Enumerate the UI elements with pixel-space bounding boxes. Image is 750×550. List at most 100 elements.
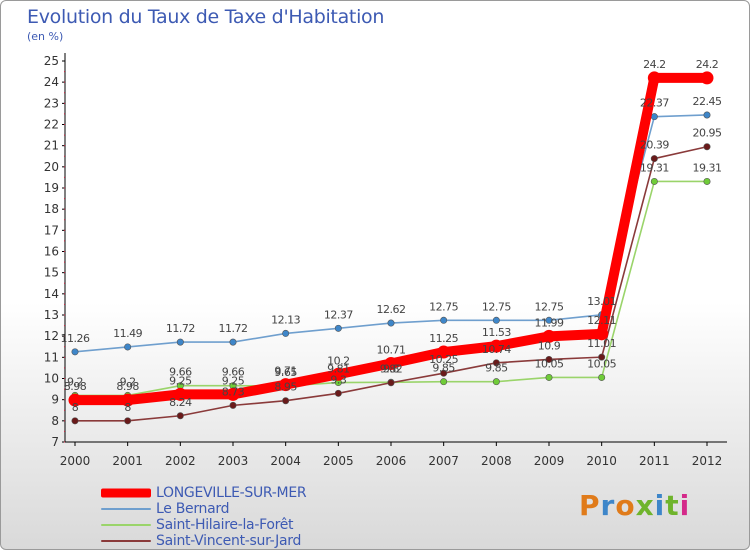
data-label: 9.3	[330, 373, 346, 386]
x-tick-label: 2012	[692, 454, 723, 468]
data-point	[700, 71, 714, 85]
data-point	[279, 378, 293, 392]
chart-title: Evolution du Taux de Taxe d'Habitation	[27, 6, 385, 28]
data-label: 9.82	[380, 362, 403, 375]
data-label: 12.11	[587, 314, 616, 327]
data-point	[437, 345, 451, 359]
data-point	[176, 338, 184, 346]
y-tick-label: 9	[51, 393, 59, 407]
data-point	[492, 359, 500, 367]
data-label: 11.25	[429, 332, 458, 345]
data-point	[226, 387, 240, 401]
data-label: 20.95	[693, 127, 722, 140]
data-label: 20.39	[640, 139, 669, 152]
data-point	[650, 177, 658, 185]
data-label: 8.98	[116, 380, 139, 393]
legend-swatch	[101, 540, 151, 542]
data-label: 11.01	[587, 337, 616, 350]
data-point	[650, 113, 658, 121]
data-label: 9.71	[274, 365, 297, 378]
data-label: 10.71	[377, 343, 406, 356]
y-tick-label: 16	[44, 245, 59, 259]
data-point	[68, 393, 82, 407]
data-point	[703, 111, 711, 119]
data-point	[440, 316, 448, 324]
y-tick-label: 15	[44, 266, 59, 280]
data-point	[647, 71, 661, 85]
data-point	[282, 397, 290, 405]
data-point	[492, 378, 500, 386]
data-label: 9.65	[274, 366, 297, 379]
data-point	[331, 367, 345, 381]
x-tick-label: 2000	[60, 454, 91, 468]
data-point	[387, 379, 395, 387]
data-label: 22.37	[640, 97, 669, 110]
y-tick-label: 22	[44, 118, 59, 132]
data-label: 12.75	[429, 300, 458, 313]
data-label: 12.62	[377, 303, 406, 316]
y-tick-label: 7	[51, 435, 59, 449]
data-label: 8	[72, 401, 79, 414]
data-label: 11.26	[61, 332, 90, 345]
data-point	[384, 356, 398, 370]
data-point	[229, 338, 237, 346]
data-label: 9.66	[169, 366, 192, 379]
data-label: 24.2	[643, 58, 666, 71]
data-label: 8.95	[274, 381, 297, 394]
y-tick-label: 10	[44, 372, 59, 386]
data-label: 9.25	[169, 374, 192, 387]
data-point	[173, 387, 187, 401]
legend-swatch	[101, 524, 151, 526]
data-label: 9.8	[383, 363, 399, 376]
y-tick-label: 11	[44, 350, 59, 364]
data-label: 11.72	[166, 322, 195, 335]
data-label: 9.2	[67, 375, 83, 388]
y-tick-label: 13	[44, 308, 59, 322]
data-label: 10.05	[587, 357, 616, 370]
y-tick-label: 12	[44, 329, 59, 343]
y-tick-label: 24	[44, 75, 59, 89]
data-point	[703, 177, 711, 185]
data-label: 9.85	[432, 362, 455, 375]
data-point	[71, 417, 79, 425]
data-point	[334, 389, 342, 397]
data-label: 11.72	[219, 322, 248, 335]
data-label: 10.9	[538, 339, 561, 352]
legend-swatch	[101, 508, 151, 510]
y-tick-label: 14	[44, 287, 59, 301]
data-point	[598, 373, 606, 381]
data-label: 9.85	[485, 362, 508, 375]
data-label: 11.53	[482, 326, 511, 339]
legend-swatch	[101, 488, 151, 498]
data-point	[545, 355, 553, 363]
data-label: 13.01	[587, 295, 616, 308]
x-tick-label: 2006	[376, 454, 407, 468]
data-label: 10.05	[535, 357, 564, 370]
data-label: 11.49	[113, 327, 142, 340]
y-tick-label: 8	[51, 414, 59, 428]
y-tick-label: 19	[44, 181, 59, 195]
data-label: 12.37	[324, 308, 353, 321]
data-point	[387, 319, 395, 327]
data-point	[440, 369, 448, 377]
data-point	[334, 324, 342, 332]
y-tick-label: 25	[44, 54, 59, 68]
data-label: 22.45	[693, 95, 722, 108]
x-tick-label: 2009	[534, 454, 565, 468]
x-tick-label: 2007	[428, 454, 459, 468]
chart-subtitle: (en %)	[27, 30, 64, 43]
data-label: 10.74	[482, 343, 511, 356]
data-label: 9.66	[222, 366, 245, 379]
data-label: 9.2	[120, 375, 136, 388]
data-label: 11.99	[535, 316, 564, 329]
data-point	[71, 348, 79, 356]
data-point	[703, 143, 711, 151]
data-label: 10.25	[429, 353, 458, 366]
x-tick-label: 2005	[323, 454, 354, 468]
x-tick-label: 2011	[639, 454, 670, 468]
x-tick-label: 2002	[165, 454, 196, 468]
y-tick-label: 21	[44, 139, 59, 153]
x-tick-label: 2003	[218, 454, 249, 468]
